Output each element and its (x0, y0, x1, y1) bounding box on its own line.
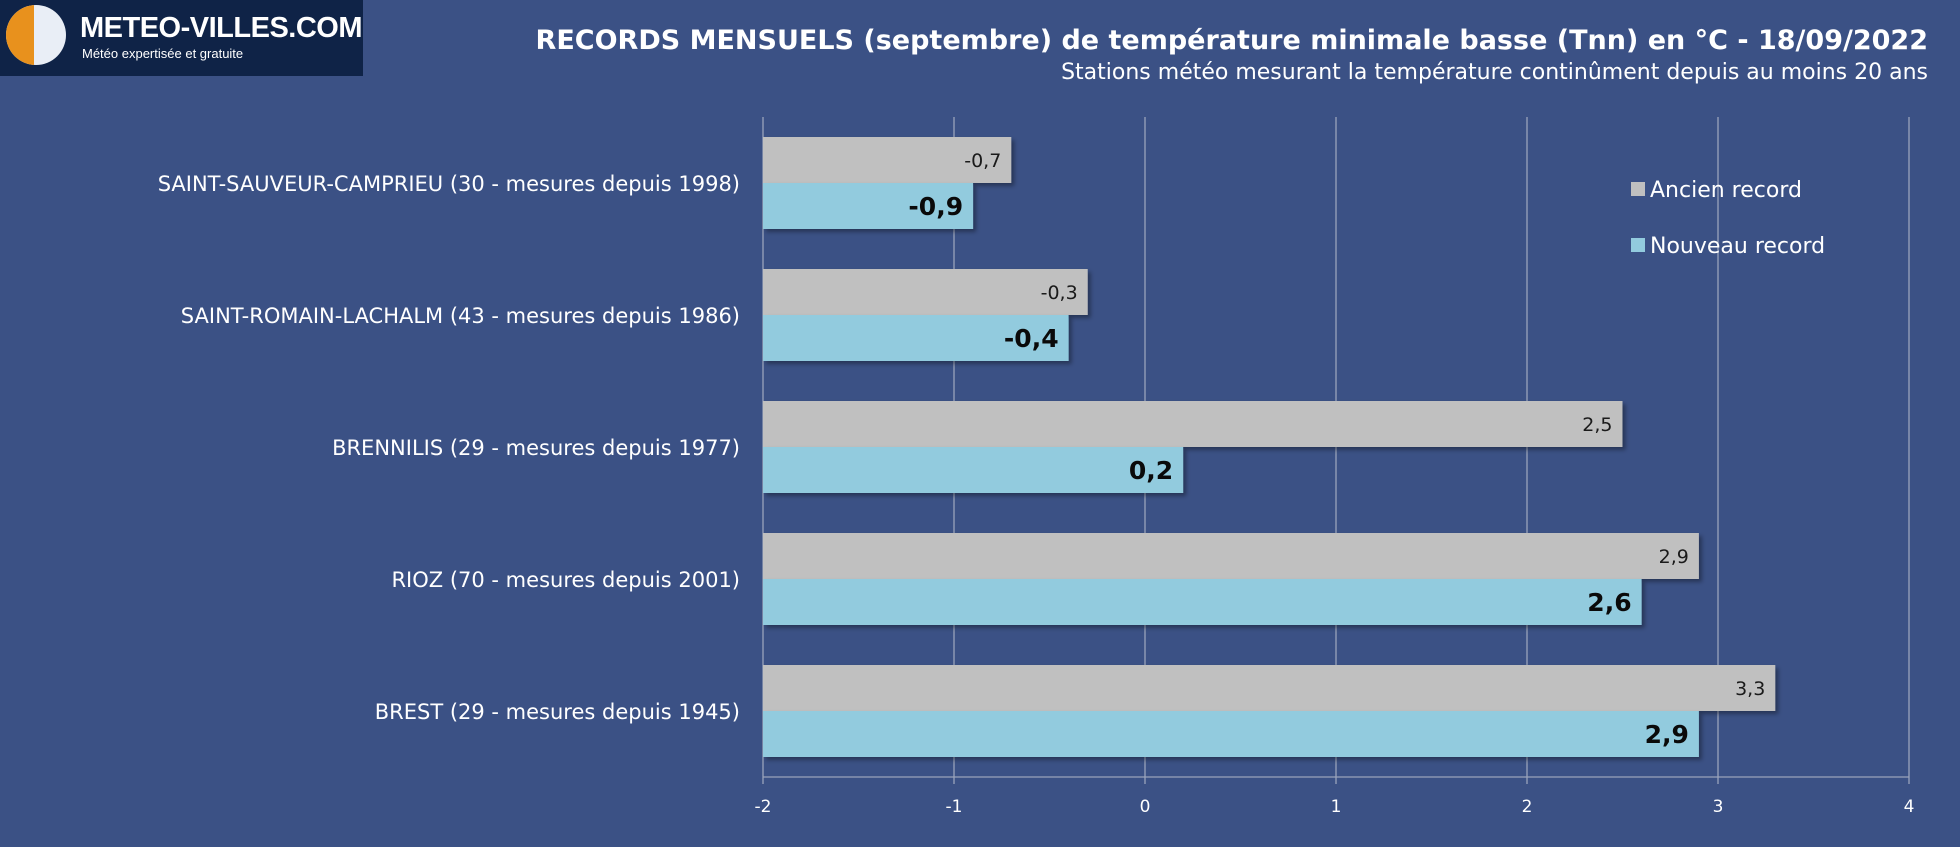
brand-name: METEO-VILLES.COM (80, 12, 363, 44)
data-label: -0,4 (1004, 324, 1059, 353)
bar-nouveau-record (763, 315, 1069, 361)
bar-nouveau-record (763, 183, 974, 229)
category-label: BREST (29 - mesures depuis 1945) (375, 700, 740, 724)
x-tick-label: -1 (946, 797, 963, 817)
category-label: BRENNILIS (29 - mesures depuis 1977) (332, 436, 740, 460)
data-label: -0,3 (1041, 282, 1078, 304)
data-label: 2,6 (1587, 588, 1631, 617)
x-tick-label: 0 (1140, 797, 1151, 817)
brand-tagline: Météo expertisée et gratuite (82, 46, 244, 61)
legend-entry: Ancien record (1650, 178, 1802, 203)
data-label: 2,9 (1659, 546, 1689, 568)
bar-nouveau-record (763, 579, 1642, 625)
x-tick-label: -2 (755, 797, 772, 817)
x-tick-label: 3 (1713, 797, 1724, 817)
logo-icon (6, 5, 66, 65)
bar-nouveau-record (763, 447, 1184, 493)
data-label: -0,7 (964, 150, 1001, 172)
category-label: SAINT-ROMAIN-LACHALM (43 - mesures depui… (181, 304, 740, 328)
category-label: RIOZ (70 - mesures depuis 2001) (391, 568, 740, 592)
bar-ancien-record (763, 137, 1012, 183)
x-tick-label: 1 (1331, 797, 1342, 817)
x-tick-label: 4 (1904, 797, 1915, 817)
legend-swatch (1631, 182, 1645, 196)
data-label: 3,3 (1735, 678, 1765, 700)
bar-ancien-record (763, 269, 1088, 315)
data-label: 2,5 (1582, 414, 1612, 436)
data-label: 0,2 (1129, 456, 1173, 485)
chart-subtitle: Stations météo mesurant la température c… (1061, 60, 1928, 85)
legend-swatch (1631, 238, 1645, 252)
chart-title: RECORDS MENSUELS (septembre) de températ… (535, 25, 1928, 56)
data-label: -0,9 (908, 192, 963, 221)
category-label: SAINT-SAUVEUR-CAMPRIEU (30 - mesures dep… (158, 172, 740, 196)
bar-ancien-record (763, 665, 1776, 711)
bar-ancien-record (763, 533, 1699, 579)
legend-entry: Nouveau record (1650, 234, 1825, 259)
data-label: 2,9 (1645, 720, 1689, 749)
bar-nouveau-record (763, 711, 1699, 757)
bar-ancien-record (763, 401, 1623, 447)
x-tick-label: 2 (1522, 797, 1533, 817)
brand-logo: METEO-VILLES.COM Météo expertisée et gra… (0, 0, 363, 76)
